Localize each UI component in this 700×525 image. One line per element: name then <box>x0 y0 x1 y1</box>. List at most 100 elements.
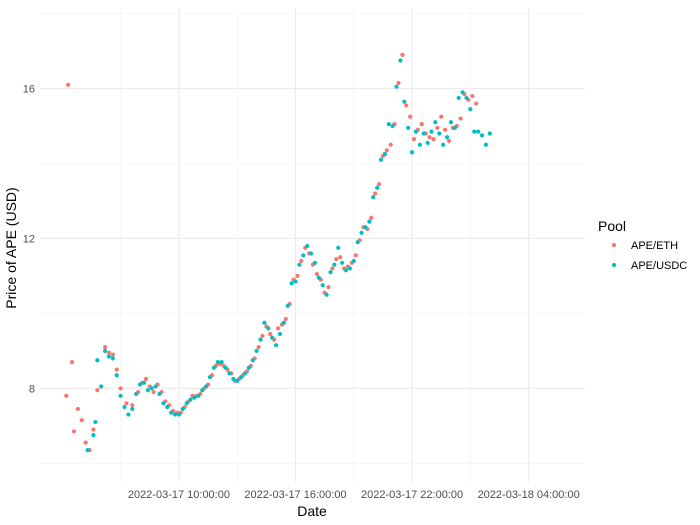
x-tick-label: 2022-03-17 16:00:00 <box>244 489 346 501</box>
data-point <box>378 157 384 162</box>
data-point <box>246 365 251 370</box>
data-point <box>283 316 288 322</box>
data-point <box>141 380 147 385</box>
data-point <box>382 152 387 157</box>
data-point <box>161 401 166 406</box>
data-point <box>153 384 158 389</box>
data-point <box>91 427 96 432</box>
data-point <box>75 406 80 412</box>
data-point <box>413 129 419 134</box>
data-point <box>270 335 275 340</box>
data-point <box>448 120 454 125</box>
data-point <box>408 114 413 119</box>
data-point <box>231 376 236 382</box>
data-point <box>122 404 127 410</box>
data-point <box>126 412 131 417</box>
data-point <box>277 331 283 337</box>
x-tick-label: 2022-03-18 04:00:00 <box>478 489 580 501</box>
minor-gridlines <box>40 8 585 482</box>
data-point <box>149 386 154 391</box>
data-point <box>427 135 432 140</box>
data-point <box>487 131 492 136</box>
data-point <box>289 281 294 286</box>
data-point <box>165 404 170 410</box>
data-point <box>474 101 479 106</box>
data-point <box>157 391 162 397</box>
data-point <box>143 376 148 382</box>
data-point <box>273 343 279 348</box>
data-point <box>390 123 395 129</box>
data-point <box>441 142 446 147</box>
data-point <box>332 262 337 267</box>
data-point <box>384 148 389 153</box>
data-point <box>106 350 112 355</box>
data-point <box>85 448 90 453</box>
data-point <box>314 271 319 277</box>
data-point <box>359 230 364 235</box>
legend-title: Pool <box>598 218 626 234</box>
data-point <box>363 225 368 230</box>
data-point <box>145 388 150 393</box>
data-point <box>180 406 185 412</box>
data-point <box>371 195 376 200</box>
data-point <box>398 58 403 63</box>
data-point <box>275 326 281 331</box>
data-point <box>71 429 77 434</box>
data-point <box>468 107 473 112</box>
data-point <box>483 142 489 147</box>
data-point <box>238 374 244 380</box>
data-point <box>151 389 156 395</box>
data-point <box>134 391 139 397</box>
legend-key <box>611 242 617 248</box>
legend-label: APE/ETH <box>631 240 678 252</box>
data-point <box>172 412 178 417</box>
data-point <box>456 95 461 101</box>
legend: Pool APE/ETH APE/USDC <box>598 218 687 272</box>
data-point <box>425 140 430 145</box>
data-point <box>409 150 415 155</box>
legend-items: APE/ETH APE/USDC <box>611 240 687 272</box>
data-point <box>347 266 353 271</box>
data-point <box>223 365 228 370</box>
data-point <box>262 320 267 325</box>
data-point <box>376 182 382 187</box>
data-point <box>375 185 380 190</box>
data-point <box>336 245 341 250</box>
data-point <box>400 52 405 57</box>
data-point <box>254 348 259 353</box>
data-point <box>305 243 310 249</box>
series-ape-usdc <box>85 58 492 453</box>
series-ape-eth <box>64 52 479 453</box>
data-point <box>169 410 174 415</box>
data-point <box>66 82 71 87</box>
data-point <box>299 258 304 264</box>
data-point <box>83 440 88 445</box>
data-point <box>435 125 440 131</box>
data-point <box>235 378 240 383</box>
data-point <box>406 125 411 131</box>
data-point <box>242 371 248 376</box>
data-point <box>301 253 306 258</box>
data-point <box>338 255 343 260</box>
data-point <box>429 129 434 134</box>
data-point <box>293 279 298 284</box>
data-point <box>437 131 442 136</box>
data-point <box>204 384 209 389</box>
x-tick-label: 2022-03-17 22:00:00 <box>361 489 463 501</box>
data-point <box>297 262 302 267</box>
data-point <box>330 266 335 271</box>
data-point <box>446 138 452 144</box>
data-point <box>192 395 197 400</box>
data-point <box>69 359 75 365</box>
data-point <box>452 125 457 131</box>
data-point <box>464 95 469 101</box>
y-tick-label: 8 <box>29 383 35 395</box>
data-points <box>64 52 492 453</box>
data-point <box>266 326 271 331</box>
data-point <box>110 356 115 361</box>
data-point <box>324 292 329 297</box>
data-point <box>258 337 263 342</box>
data-point <box>295 273 300 279</box>
data-point <box>114 367 119 372</box>
data-point <box>326 285 331 290</box>
